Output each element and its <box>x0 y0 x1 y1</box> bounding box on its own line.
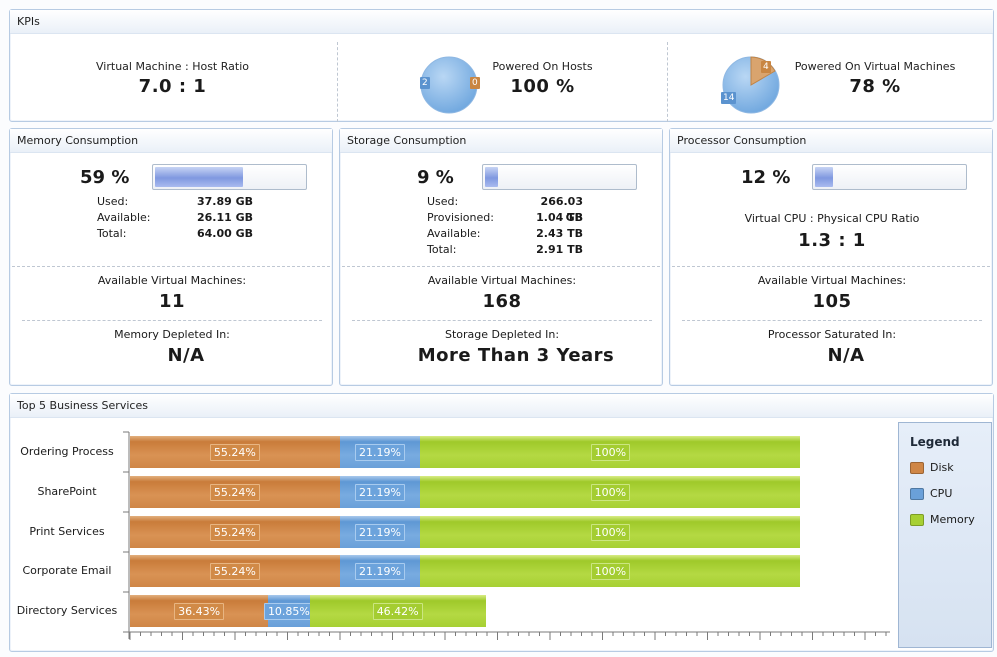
storage-depleted-value: More Than 3 Years <box>417 345 615 366</box>
services-legend: Legend Disk CPU Memory <box>898 422 992 648</box>
storage-panel: Storage Consumption 9 % Used: 266.03 GB P… <box>339 128 663 386</box>
vcpu-ratio-value: 1.3 : 1 <box>798 230 866 251</box>
powered-on-vms-label: Powered On Virtual Machines <box>794 60 956 73</box>
processor-gauge <box>812 164 967 190</box>
section-divider <box>672 266 990 267</box>
storage-gauge-fill <box>485 167 498 187</box>
stat-key: Used: <box>97 195 129 208</box>
stat-row: Provisioned: 1.04 TB <box>427 210 583 226</box>
stat-value: 2.91 TB <box>536 243 583 256</box>
legend-label-cpu: CPU <box>930 487 953 500</box>
legend-swatch-cpu <box>910 488 924 500</box>
processor-available-vms-label: Available Virtual Machines: <box>757 274 907 287</box>
stat-row: Used: 37.89 GB <box>97 194 253 210</box>
storage-available-vms-label: Available Virtual Machines: <box>427 274 577 287</box>
powered-on-hosts-label: Powered On Hosts <box>492 60 593 73</box>
stat-value: 26.11 GB <box>196 211 253 224</box>
y-axis-ticks <box>123 431 129 633</box>
stat-key: Total: <box>97 227 127 240</box>
memory-gauge <box>152 164 307 190</box>
storage-title: Storage Consumption <box>340 129 662 153</box>
section-divider <box>352 320 652 321</box>
stat-key: Available: <box>97 211 151 224</box>
vm-host-ratio-kpi: Virtual Machine : Host Ratio 7.0 : 1 <box>10 60 335 142</box>
memory-percent: 59 % <box>80 167 130 188</box>
powered-on-hosts-kpi: Powered On Hosts 100 % <box>480 60 605 142</box>
processor-percent: 12 % <box>741 167 791 188</box>
memory-stats: Used: 37.89 GB Available: 26.11 GB Total: 6… <box>97 194 253 242</box>
vms-off-badge: 4 <box>761 61 771 73</box>
stat-row: Used: 266.03 GB <box>427 194 583 224</box>
stat-key: Available: <box>427 227 481 240</box>
kpi-divider <box>667 42 668 122</box>
legend-label-memory: Memory <box>930 513 975 526</box>
powered-on-hosts-pie: 2 0 <box>418 54 480 116</box>
section-divider <box>682 320 982 321</box>
legend-item-cpu: CPU <box>910 487 952 501</box>
legend-swatch-memory <box>910 514 924 526</box>
stat-key: Provisioned: <box>427 211 494 224</box>
storage-available-vms-value: 168 <box>482 291 522 312</box>
legend-item-memory: Memory <box>910 513 975 527</box>
processor-saturated-value: N/A <box>827 345 865 366</box>
memory-title: Memory Consumption <box>10 129 332 153</box>
stat-row: Available: 26.11 GB <box>97 210 253 226</box>
memory-panel: Memory Consumption 59 % Used: 37.89 GB Av… <box>9 128 333 386</box>
stat-row: Total: 64.00 GB <box>97 226 253 242</box>
storage-stats: Used: 266.03 GB Provisioned: 1.04 TB Avail… <box>427 194 583 258</box>
kpi-divider <box>337 42 338 122</box>
stat-value: 64.00 GB <box>196 227 253 240</box>
stat-row: Total: 2.91 TB <box>427 242 583 258</box>
memory-depleted-label: Memory Depleted In: <box>114 328 230 341</box>
processor-gauge-fill <box>815 167 833 187</box>
processor-saturated-label: Processor Saturated In: <box>767 328 897 341</box>
memory-depleted-value: N/A <box>167 345 205 366</box>
legend-swatch-disk <box>910 462 924 474</box>
memory-available-vms-label: Available Virtual Machines: <box>97 274 247 287</box>
vms-on-badge: 14 <box>721 92 737 104</box>
legend-title: Legend <box>910 435 960 449</box>
legend-item-disk: Disk <box>910 461 954 475</box>
memory-gauge-fill <box>155 167 243 187</box>
processor-panel: Processor Consumption 12 % Virtual CPU :… <box>669 128 993 386</box>
section-divider <box>22 320 322 321</box>
stat-value: 37.89 GB <box>196 195 253 208</box>
storage-percent: 9 % <box>417 167 454 188</box>
stat-value: 1.04 TB <box>536 211 583 224</box>
vm-host-ratio-value: 7.0 : 1 <box>138 76 207 97</box>
section-divider <box>342 266 660 267</box>
hosts-off-badge: 0 <box>470 77 480 89</box>
powered-on-vms-value: 78 % <box>849 76 901 97</box>
vcpu-ratio-label: Virtual CPU : Physical CPU Ratio <box>744 212 920 225</box>
stat-value: 266.03 GB <box>540 195 583 224</box>
stat-value: 2.43 TB <box>536 227 583 240</box>
stat-key: Used: <box>427 195 459 208</box>
hosts-on-badge: 2 <box>420 77 430 89</box>
section-divider <box>12 266 330 267</box>
processor-title: Processor Consumption <box>670 129 992 153</box>
x-axis-ticks <box>129 632 887 640</box>
stat-key: Total: <box>427 243 457 256</box>
stat-row: Available: 2.43 TB <box>427 226 583 242</box>
kpis-title: KPIs <box>10 10 993 34</box>
vm-host-ratio-label: Virtual Machine : Host Ratio <box>96 60 249 73</box>
kpis-panel: KPIs Virtual Machine : Host Ratio 7.0 : … <box>9 9 994 122</box>
memory-available-vms-value: 11 <box>158 291 186 312</box>
storage-depleted-label: Storage Depleted In: <box>444 328 560 341</box>
processor-available-vms-value: 105 <box>812 291 852 312</box>
powered-on-vms-kpi: Powered On Virtual Machines 78 % <box>785 60 965 142</box>
storage-gauge <box>482 164 637 190</box>
business-services-title: Top 5 Business Services <box>10 394 993 418</box>
powered-on-hosts-value: 100 % <box>510 76 575 97</box>
legend-label-disk: Disk <box>930 461 954 474</box>
powered-on-vms-pie: 4 14 <box>720 54 782 116</box>
